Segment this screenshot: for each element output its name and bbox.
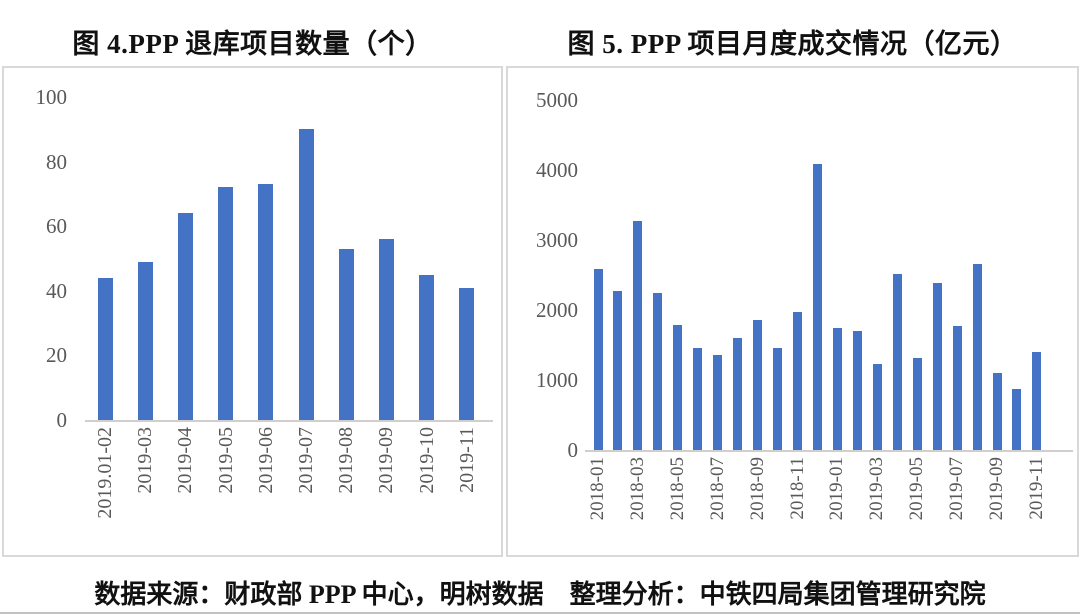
x-axis-tick-label: 2018-07 xyxy=(707,457,728,521)
bar-2019-10 xyxy=(419,275,434,420)
y-axis-tick-label: 1000 xyxy=(536,368,578,392)
x-axis-tick-label: 2018-03 xyxy=(627,457,648,521)
bar-2019-11 xyxy=(1032,352,1041,450)
y-axis-tick-label: 2000 xyxy=(536,298,578,322)
bar-2018-02 xyxy=(613,291,622,450)
bar-2019-01 xyxy=(833,328,842,450)
y-axis-tick-label: 5000 xyxy=(536,88,578,112)
x-axis-tick-label: 2019-07 xyxy=(295,427,317,494)
x-axis-tick-label: 2019.01-02 xyxy=(94,427,116,519)
bar-2019-09 xyxy=(993,373,1002,450)
x-axis-tick-label: 2018-05 xyxy=(667,457,688,521)
bar-2019.01-02 xyxy=(98,278,113,420)
bar-2019-03 xyxy=(138,262,153,420)
x-axis-tick-label: 2018-11 xyxy=(787,457,808,520)
bar-2019-04 xyxy=(893,274,902,450)
x-axis-tick-label: 2019-09 xyxy=(375,427,397,494)
bar-2019-11 xyxy=(459,288,474,420)
x-axis-tick-label: 2019-08 xyxy=(335,427,357,494)
x-axis-tick-label: 2019-05 xyxy=(215,427,237,494)
bar-2018-12 xyxy=(813,164,822,450)
bar-2019-02 xyxy=(853,331,862,450)
bar-2019-06 xyxy=(933,283,942,450)
bar-2019-04 xyxy=(178,213,193,420)
x-axis-tick-label: 2019-11 xyxy=(1026,457,1047,520)
bar-2018-10 xyxy=(773,348,782,450)
bar-2018-09 xyxy=(753,320,762,450)
bar-2018-05 xyxy=(673,325,682,450)
bar-2019-07 xyxy=(299,129,314,420)
bottom-divider xyxy=(0,612,1080,614)
y-axis-tick-label: 20 xyxy=(46,343,67,368)
bar-2018-03 xyxy=(633,221,642,450)
x-axis-tick-label: 2018-09 xyxy=(747,457,768,521)
y-axis-tick-label: 0 xyxy=(56,408,68,432)
bar-2018-11 xyxy=(793,312,802,450)
x-axis-tick-label: 2018-01 xyxy=(587,457,608,521)
bar-2018-01 xyxy=(594,269,603,450)
bar-2019-03 xyxy=(873,364,882,450)
bar-2019-05 xyxy=(218,187,233,420)
x-axis-tick-label: 2019-04 xyxy=(174,427,196,494)
bar-2019-06 xyxy=(258,184,273,420)
y-axis-tick-label: 40 xyxy=(46,278,67,303)
x-axis-tick-label: 2019-09 xyxy=(986,457,1007,521)
y-axis-tick-label: 60 xyxy=(46,214,67,239)
x-axis-tick-label: 2019-05 xyxy=(906,457,927,521)
bar-2018-06 xyxy=(693,348,702,450)
right-chart-title: 图 5. PPP 项目月度成交情况（亿元） xyxy=(567,29,1018,59)
left-chart-title: 图 4.PPP 退库项目数量（个） xyxy=(72,29,433,59)
bar-2019-08 xyxy=(339,249,354,420)
bar-2019-08 xyxy=(973,264,982,450)
bar-2019-05 xyxy=(913,358,922,450)
bar-2018-07 xyxy=(713,355,722,450)
x-axis-tick-label: 2019-03 xyxy=(134,427,156,494)
bar-2019-07 xyxy=(953,326,962,450)
y-axis-tick-label: 80 xyxy=(46,149,67,174)
x-axis-tick-label: 2019-01 xyxy=(826,457,847,521)
x-axis-tick-label: 2019-03 xyxy=(866,457,887,521)
source-caption: 数据来源：财政部 PPP 中心，明树数据 整理分析：中铁四局集团管理研究院 xyxy=(94,580,986,609)
bar-2019-09 xyxy=(379,239,394,420)
bar-2018-08 xyxy=(733,338,742,450)
y-axis-tick-label: 100 xyxy=(35,85,68,109)
right-chart-panel: 0 1000 2000 3000 4000 5000 2018-01 2018-03 2018-… xyxy=(506,66,1079,557)
bar-2019-10 xyxy=(1012,389,1021,450)
bar-2018-04 xyxy=(653,293,662,450)
y-axis-tick-label: 4000 xyxy=(536,158,578,182)
x-axis-tick-label: 2019-07 xyxy=(946,457,967,521)
x-axis-tick-label: 2019-11 xyxy=(456,427,478,493)
y-axis-tick-label: 0 xyxy=(567,438,579,462)
x-axis-line xyxy=(585,450,1073,452)
left-chart-panel: 0 20 40 60 80 100 2019.01-02 2019-03 2019-04 2019… xyxy=(2,66,503,557)
x-axis-line xyxy=(85,420,493,422)
y-axis-tick-label: 3000 xyxy=(536,228,578,252)
x-axis-tick-label: 2019-06 xyxy=(255,427,277,494)
x-axis-tick-label: 2019-10 xyxy=(416,427,438,494)
